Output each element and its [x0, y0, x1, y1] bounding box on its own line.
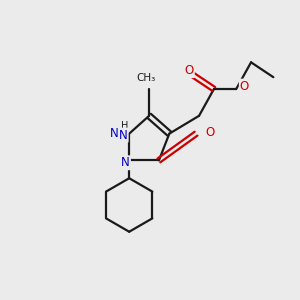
- Text: N: N: [121, 156, 130, 169]
- Text: O: O: [240, 80, 249, 93]
- Text: O: O: [205, 126, 214, 139]
- Text: H: H: [121, 121, 128, 131]
- Text: H: H: [118, 129, 126, 139]
- Text: CH₃: CH₃: [136, 73, 155, 83]
- Text: N: N: [110, 127, 119, 140]
- Text: N: N: [119, 129, 128, 142]
- Text: O: O: [184, 64, 194, 77]
